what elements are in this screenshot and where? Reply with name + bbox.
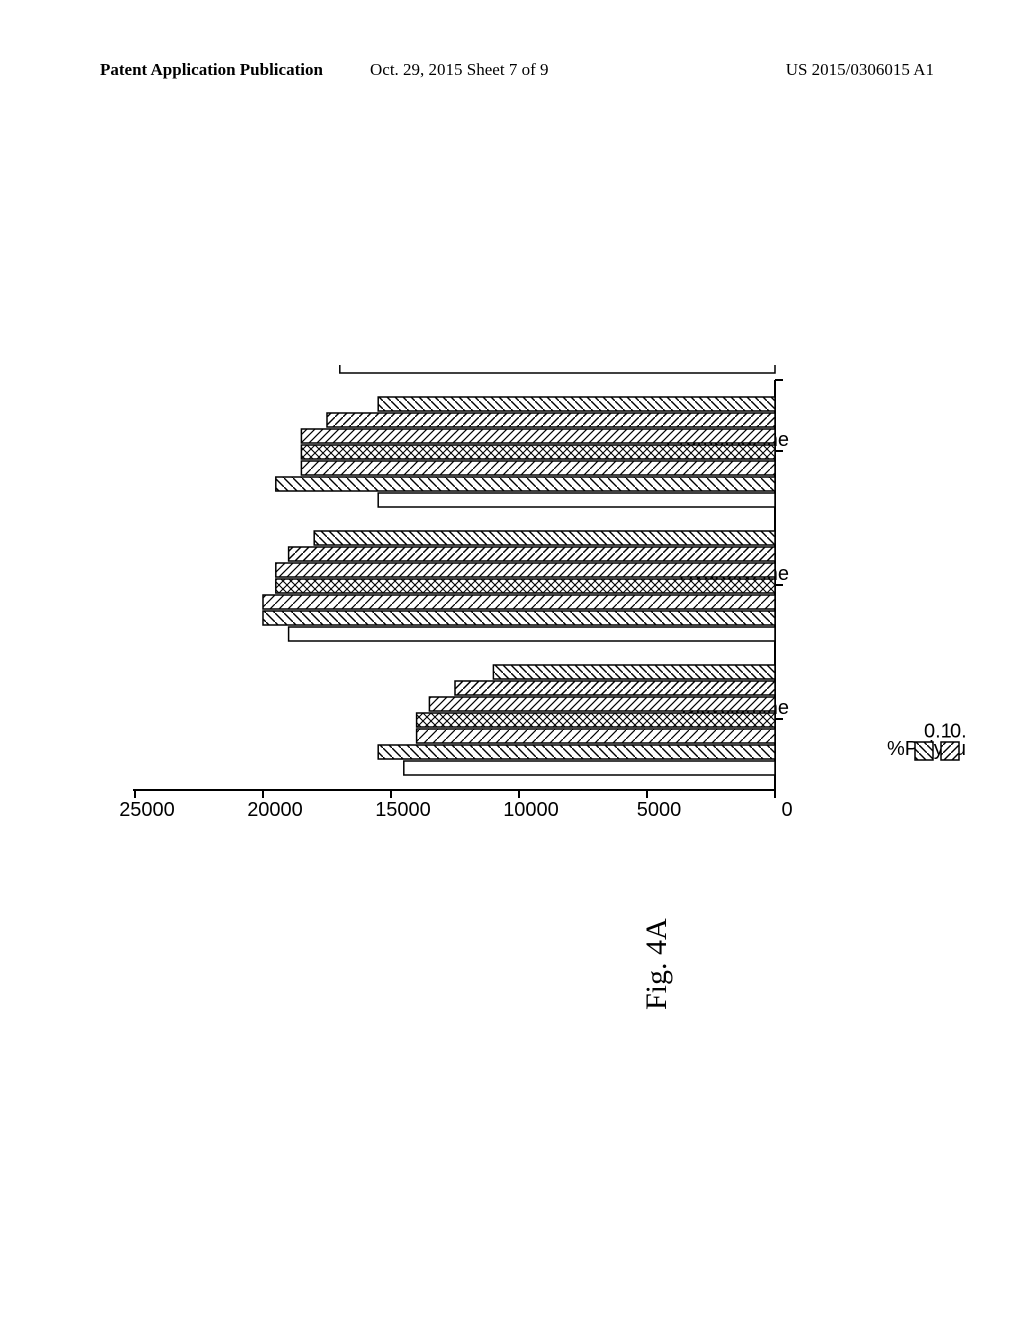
publication-type: Patent Application Publication [100,60,323,80]
svg-text:25000: 25000 [119,799,175,821]
svg-text:5000: 5000 [637,799,682,821]
grouped-bar-chart: 0500010000150002000025000DicyclomineHydr… [95,365,965,865]
svg-text:0.033: 0.033 [950,720,965,742]
svg-text:0: 0 [781,799,792,821]
svg-text:15000: 15000 [375,799,431,821]
svg-text:20000: 20000 [247,799,303,821]
chart-container: 0500010000150002000025000DicyclomineHydr… [95,365,965,865]
publication-number: US 2015/0306015 A1 [786,60,934,80]
svg-text:0.1: 0.1 [924,720,952,742]
date-sheet: Oct. 29, 2015 Sheet 7 of 9 [370,60,548,80]
figure-label: Fig. 4A [640,918,674,1010]
svg-text:10000: 10000 [503,799,559,821]
